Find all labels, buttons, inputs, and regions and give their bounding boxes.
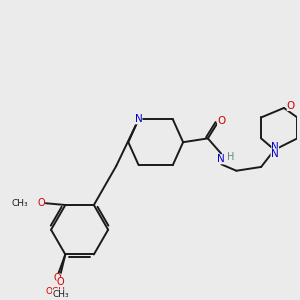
Text: N: N bbox=[271, 142, 279, 152]
Text: O: O bbox=[38, 198, 45, 208]
Text: H: H bbox=[227, 152, 234, 162]
Text: CH₃: CH₃ bbox=[52, 290, 69, 298]
Text: O: O bbox=[54, 273, 62, 284]
Text: N: N bbox=[217, 154, 225, 164]
Text: N: N bbox=[135, 114, 142, 124]
Text: O: O bbox=[287, 101, 295, 111]
Text: O: O bbox=[217, 116, 225, 126]
Text: OCH₃: OCH₃ bbox=[46, 287, 70, 296]
Text: O: O bbox=[57, 277, 64, 287]
Text: CH₃: CH₃ bbox=[12, 199, 28, 208]
Text: N: N bbox=[271, 148, 278, 159]
